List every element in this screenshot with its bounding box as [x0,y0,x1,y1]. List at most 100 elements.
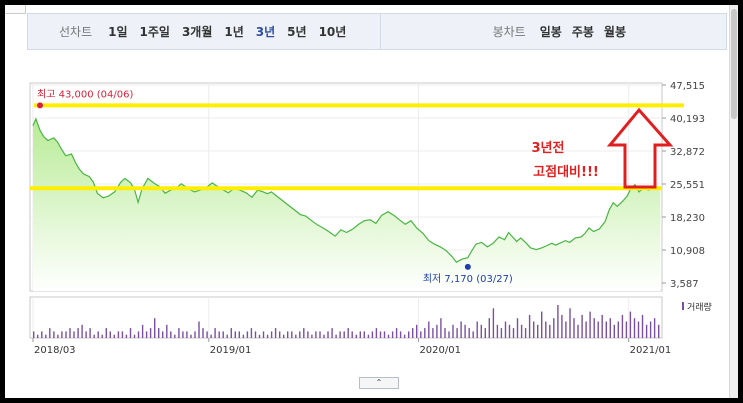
volume-bar [367,334,370,338]
volume-bar [57,334,59,338]
period-10y-button[interactable]: 10년 [318,25,347,39]
price-area [32,117,661,292]
low-label: 최저 7,170 (03/27) [423,273,513,285]
collapse-button[interactable]: ⌃ [359,377,399,389]
candle-weekly-button[interactable]: 주봉 [571,25,594,39]
volume-bar [89,328,91,338]
volume-bar [549,324,551,338]
volume-bar [444,328,446,338]
volume-bar [311,334,313,338]
volume-bar [299,331,301,338]
volume-bar [545,321,547,338]
volume-bar [113,334,115,338]
volume-bar [512,328,515,338]
volume-bar [597,321,599,338]
volume-bar [468,328,470,338]
volume-bar [174,334,176,338]
volume-bar [331,328,333,338]
volume-bar [581,314,583,338]
volume-bar [359,331,361,338]
volume-bar [432,328,434,338]
scrollbar-thumb[interactable] [731,9,737,119]
volume-legend-swatch [682,302,684,310]
period-3m-button[interactable]: 3개월 [181,25,213,39]
volume-bar [420,331,422,338]
volume-bar [283,334,285,338]
period-3y-button[interactable]: 3년 [255,25,276,39]
volume-bar [117,331,120,338]
volume-bar [347,328,349,338]
volume-bar [238,331,240,338]
volume-bar [279,331,281,338]
volume-bar [137,331,140,338]
volume-bar [496,324,499,338]
volume-bar [222,331,224,338]
volume-bar [399,331,402,338]
volume-bar [363,331,365,338]
volume-bar [375,328,378,338]
volume-bars [33,305,660,338]
chart-window: 선차트 1일 1주일 3개월 1년 3년 5년 10년 봉차트 일봉 주봉 월봉… [5,5,738,398]
volume-bar [629,311,632,338]
volume-bar [403,334,406,338]
volume-bar [601,314,603,338]
up-arrow-icon [606,107,674,189]
volume-bar [274,328,277,338]
candle-daily-button[interactable]: 일봉 [539,25,562,39]
volume-bar [218,331,220,338]
x-tick-label: 2018/03 [34,345,76,356]
volume-bar [133,334,136,338]
y-tick-label: 40,193 [670,114,705,125]
controls-divider [380,14,381,49]
volume-bar [61,331,63,338]
period-1y-button[interactable]: 1년 [224,25,244,39]
volume-bar [230,328,232,338]
volume-bar [492,308,495,338]
volume-bar [246,331,249,338]
volume-bar [565,321,567,338]
note-line-2: 고점대비!!! [533,165,599,180]
volume-bar [464,324,466,338]
volume-bar [41,331,43,338]
low-marker [464,263,471,270]
volume-bar [154,318,156,338]
volume-bar [412,328,414,338]
y-axis: 47,515 40,193 32,872 25,551 18,230 10,908 3,58… [662,81,705,290]
volume-bar [125,334,128,338]
volume-bar [391,331,394,338]
volume-bar [158,328,160,338]
volume-bar [339,331,341,338]
volume-bar [488,318,490,338]
candle-monthly-button[interactable]: 월봉 [603,25,626,39]
volume-bar [448,331,450,338]
volume-bar [109,331,111,338]
volume-bar [416,324,418,338]
volume-bar [621,314,624,338]
volume-bar [77,328,79,338]
volume-bar [617,321,619,338]
period-1d-button[interactable]: 1일 [108,25,128,39]
high-marker [37,102,43,109]
volume-bar [472,331,474,338]
volume-bar [69,328,71,338]
volume-bar [254,331,257,338]
volume-bar [145,331,148,338]
volume-bar [234,331,236,338]
volume-bar [593,318,595,338]
volume-bar [81,324,83,338]
period-5y-button[interactable]: 5년 [287,25,307,39]
vertical-scrollbar[interactable] [729,5,738,398]
volume-bar [242,334,245,338]
volume-plot-border [29,296,663,339]
volume-bar [210,334,212,338]
volume-bar [37,334,39,338]
volume-bar [121,331,124,338]
volume-bar [295,334,297,338]
high-label: 최고 43,000 (04/06) [37,88,133,100]
volume-bar [315,331,317,338]
period-1w-button[interactable]: 1주일 [139,25,170,39]
volume-bar [476,321,478,338]
volume-bar [319,331,321,338]
volume-bar [65,331,67,338]
volume-bar [379,331,382,338]
